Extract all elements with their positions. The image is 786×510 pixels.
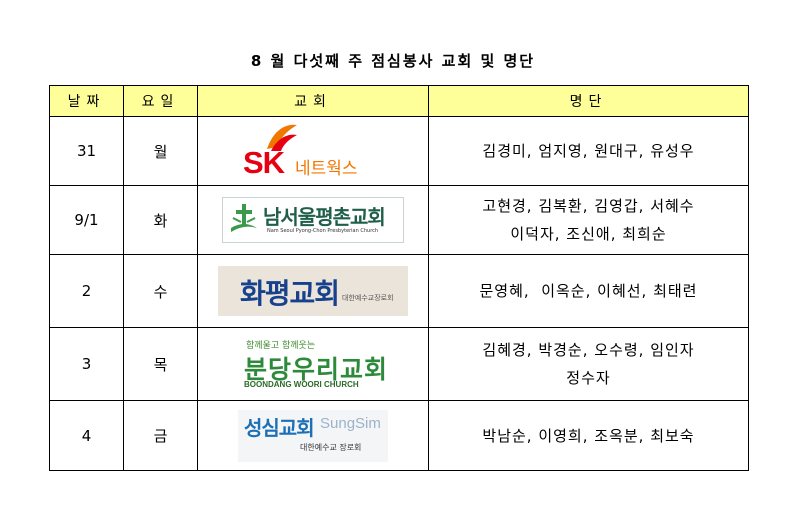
tree-cross-icon: [231, 204, 257, 232]
cell-day: 월: [123, 116, 198, 186]
seongsim-logo-text-en: SungSim: [320, 414, 381, 432]
table-row: 4 금 성심교회 SungSim 대한예수교 장로회 박남순, 이영희, 조옥분…: [49, 400, 749, 471]
cell-names: 고현경, 김복환, 김영갑, 서혜수 이덕자, 조신애, 최희순: [428, 185, 749, 255]
bundang-logo-tagline: 함께울고 함께웃는: [246, 341, 316, 351]
hwapyeong-logo-subtext: 대한예수교장로회: [342, 294, 394, 302]
header-church: 교회: [197, 85, 429, 117]
cell-date: 9/1: [49, 185, 124, 255]
table-row: 31 월 SK 네트웍스 김경미, 엄지영, 원대구, 유성우: [49, 116, 749, 186]
sk-logo-letters: SK: [243, 145, 285, 180]
page-title: 8 월 다섯째 주 점심봉사 교회 및 명단: [250, 52, 536, 70]
namseoul-logo-subtext: Nam Seoul Pyong-Chon Presbyterian Church: [267, 228, 379, 234]
seongsim-church-logo: 성심교회 SungSim 대한예수교 장로회: [238, 409, 388, 462]
cell-day: 수: [123, 254, 198, 328]
table-row: 9/1 화 남서울평촌교회 Nam Seoul Pyong-Chon Presb…: [49, 185, 749, 255]
cell-church: 성심교회 SungSim 대한예수교 장로회: [197, 400, 429, 471]
table-header-row: 날짜 요일 교회 명단: [49, 85, 749, 117]
seongsim-logo-subtext: 대한예수교 장로회: [300, 442, 362, 452]
cell-names: 박남순, 이영희, 조옥분, 최보숙: [428, 400, 749, 471]
hwapyeong-logo-text: 화평교회: [240, 277, 340, 310]
names-line: 이덕자, 조신애, 최희순: [510, 225, 667, 243]
table-row: 3 목 함께울고 함께웃는 분당우리교회 BOONDANG WOORI CHUR…: [49, 327, 749, 401]
names-line: 박남순, 이영희, 조옥분, 최보숙: [482, 426, 695, 445]
cell-date: 31: [49, 116, 124, 186]
names-line: 고현경, 김복환, 김영갑, 서혜수: [482, 197, 695, 215]
bundang-logo-text: 분당우리교회: [244, 355, 389, 384]
cell-date: 2: [49, 254, 124, 328]
cell-day: 금: [123, 400, 198, 471]
cell-names: 문영혜, 이옥순, 이혜선, 최태련: [428, 254, 749, 328]
cell-church: 화평교회 대한예수교장로회: [197, 254, 429, 328]
bundang-logo-subtext: BOONDANG WOORI CHURCH: [244, 380, 359, 389]
cell-names: 김혜경, 박경순, 오수령, 임인자 정수자: [428, 327, 749, 401]
volunteer-schedule-table: 날짜 요일 교회 명단 31 월 SK 네트웍스 김경미, 엄지영,: [49, 85, 749, 471]
namseoul-church-logo: 남서울평촌교회 Nam Seoul Pyong-Chon Presbyteria…: [222, 197, 404, 243]
cell-date: 4: [49, 400, 124, 471]
namseoul-logo-text: 남서울평촌교회: [263, 205, 386, 229]
names-line: 김혜경, 박경순, 오수령, 임인자: [482, 341, 695, 359]
cell-church: 남서울평촌교회 Nam Seoul Pyong-Chon Presbyteria…: [197, 185, 429, 255]
cell-day: 화: [123, 185, 198, 255]
names-line: 정수자: [566, 369, 611, 387]
cell-church: SK 네트웍스: [197, 116, 429, 186]
seongsim-logo-text: 성심교회: [244, 415, 315, 440]
names-line: 김경미, 엄지영, 원대구, 유성우: [482, 142, 695, 160]
names-line: 문영혜, 이옥순, 이혜선, 최태련: [479, 282, 698, 300]
sk-networks-logo: SK 네트웍스: [243, 123, 383, 180]
hwapyeong-church-logo: 화평교회 대한예수교장로회: [218, 266, 408, 316]
sk-logo-text: 네트웍스: [295, 159, 358, 179]
cell-names: 김경미, 엄지영, 원대구, 유성우: [428, 116, 749, 186]
header-day: 요일: [123, 85, 198, 117]
bundang-woori-church-logo: 함께울고 함께웃는 분당우리교회 BOONDANG WOORI CHURCH: [238, 336, 388, 392]
cell-date: 3: [49, 327, 124, 401]
cell-day: 목: [123, 327, 198, 401]
table-row: 2 수 화평교회 대한예수교장로회 문영혜, 이옥순, 이혜선, 최태련: [49, 254, 749, 328]
sk-wing-icon: [267, 124, 297, 151]
header-names: 명단: [428, 85, 749, 117]
cell-church: 함께울고 함께웃는 분당우리교회 BOONDANG WOORI CHURCH: [197, 327, 429, 401]
header-date: 날짜: [49, 85, 124, 117]
